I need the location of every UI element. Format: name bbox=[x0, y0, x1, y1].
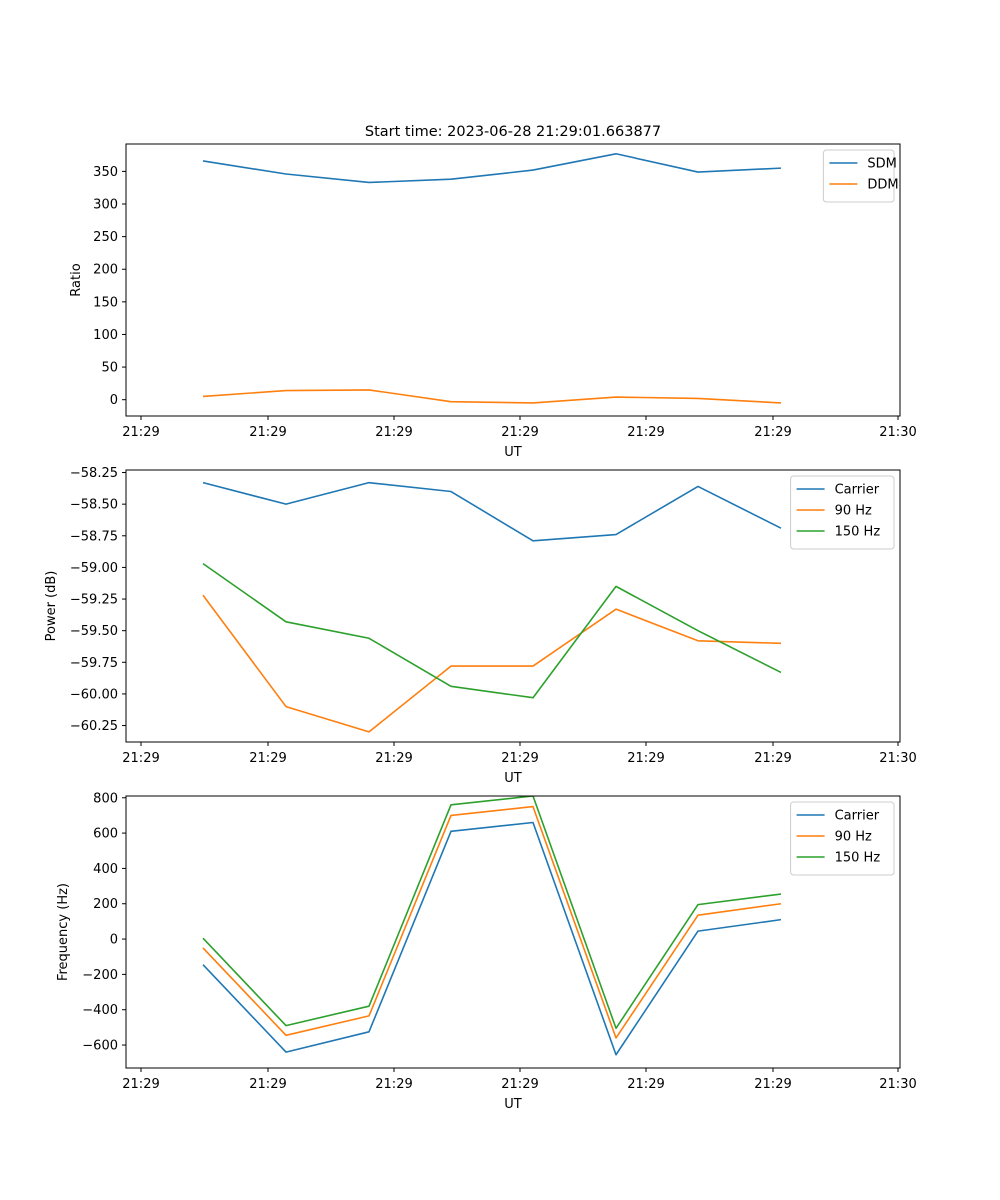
x-tick-label: 21:29 bbox=[122, 1077, 159, 1092]
y-tick-label: 600 bbox=[93, 827, 118, 842]
series-line-carrier bbox=[202, 481, 782, 542]
axes-frame bbox=[125, 469, 901, 743]
x-tick-label: 21:29 bbox=[627, 425, 664, 440]
x-tick-label: 21:29 bbox=[375, 751, 412, 766]
x-axis-label: UT bbox=[504, 771, 522, 786]
x-tick-label: 21:29 bbox=[754, 1077, 791, 1092]
legend-label: DDM bbox=[867, 178, 898, 193]
y-tick-label: 200 bbox=[93, 897, 118, 912]
series-line-carrier bbox=[202, 821, 782, 1056]
x-tick-label: 21:30 bbox=[879, 425, 916, 440]
y-tick-label: 250 bbox=[93, 230, 118, 245]
legend-label: 90 Hz bbox=[835, 830, 872, 845]
x-tick-label: 21:29 bbox=[754, 425, 791, 440]
x-tick-label: 21:30 bbox=[879, 1077, 916, 1092]
x-tick-label: 21:29 bbox=[501, 425, 538, 440]
x-tick-label: 21:29 bbox=[375, 425, 412, 440]
y-tick-label: −59.75 bbox=[70, 656, 118, 671]
legend-label: Carrier bbox=[835, 809, 880, 824]
legend-label: Carrier bbox=[835, 483, 880, 498]
x-tick-label: 21:29 bbox=[627, 751, 664, 766]
axes-panel-2: 21:29 21:29 21:29 21:29 21:29 21:29 21:30 −60.2… bbox=[44, 466, 917, 786]
x-tick-label: 21:29 bbox=[122, 425, 159, 440]
y-tick-label: 300 bbox=[93, 198, 118, 213]
series-line-150-hz bbox=[202, 562, 782, 699]
y-tick-label: −59.00 bbox=[70, 561, 118, 576]
y-tick-label: 50 bbox=[101, 361, 118, 376]
x-tick-label: 21:29 bbox=[249, 1077, 286, 1092]
axes-frame bbox=[125, 795, 901, 1069]
y-tick-label: 800 bbox=[93, 791, 118, 806]
x-axis-label: UT bbox=[504, 445, 522, 460]
y-tick-label: −400 bbox=[82, 1003, 118, 1018]
y-tick-label: −58.50 bbox=[70, 498, 118, 513]
legend-label: 150 Hz bbox=[835, 525, 881, 540]
axes-panel-3: 21:29 21:29 21:29 21:29 21:29 21:29 21:30 −600 −… bbox=[56, 791, 917, 1112]
y-tick-label: −60.25 bbox=[70, 719, 118, 734]
figure-title: Start time: 2023-06-28 21:29:01.663877 bbox=[365, 124, 661, 140]
y-axis-label: Power (dB) bbox=[44, 571, 59, 642]
y-tick-label: 0 bbox=[110, 933, 118, 948]
y-tick-label: 100 bbox=[93, 328, 118, 343]
legend: SDM DDM bbox=[822, 149, 899, 203]
series-line-90-hz bbox=[202, 594, 782, 733]
series-line-sdm bbox=[202, 152, 782, 184]
x-tick-label: 21:29 bbox=[122, 751, 159, 766]
legend: Carrier 90 Hz 150 Hz bbox=[790, 475, 895, 550]
y-tick-label: 350 bbox=[93, 165, 118, 180]
x-tick-label: 21:29 bbox=[501, 1077, 538, 1092]
x-tick-label: 21:29 bbox=[627, 1077, 664, 1092]
legend-label: 90 Hz bbox=[835, 504, 872, 519]
y-axis-label: Ratio bbox=[69, 263, 84, 296]
y-tick-label: −60.00 bbox=[70, 687, 118, 702]
y-tick-label: −200 bbox=[82, 968, 118, 983]
y-tick-label: −59.25 bbox=[70, 593, 118, 608]
y-tick-label: 0 bbox=[110, 393, 118, 408]
y-tick-label: −600 bbox=[82, 1039, 118, 1054]
y-tick-label: −59.50 bbox=[70, 624, 118, 639]
y-axis-label: Frequency (Hz) bbox=[56, 883, 71, 981]
series-line-ddm bbox=[202, 389, 782, 404]
legend-label: 150 Hz bbox=[835, 851, 881, 866]
axes-panel-1: 21:29 21:29 21:29 21:29 21:29 21:29 21:30 0 50 10… bbox=[69, 143, 917, 460]
y-tick-label: 400 bbox=[93, 862, 118, 877]
series-line-90-hz bbox=[202, 805, 782, 1039]
x-axis-label: UT bbox=[504, 1097, 522, 1112]
x-tick-label: 21:29 bbox=[501, 751, 538, 766]
axes-frame bbox=[125, 143, 901, 417]
x-tick-label: 21:29 bbox=[754, 751, 791, 766]
x-tick-label: 21:29 bbox=[249, 751, 286, 766]
y-tick-label: 150 bbox=[93, 295, 118, 310]
axes-container: 21:29 21:29 21:29 21:29 21:29 21:29 21:30 0 50 10… bbox=[44, 143, 917, 1112]
x-tick-label: 21:29 bbox=[375, 1077, 412, 1092]
legend: Carrier 90 Hz 150 Hz bbox=[790, 801, 895, 876]
y-tick-label: −58.75 bbox=[70, 529, 118, 544]
series-line-150-hz bbox=[202, 796, 782, 1030]
x-tick-label: 21:29 bbox=[249, 425, 286, 440]
y-tick-label: −58.25 bbox=[70, 466, 118, 481]
x-tick-label: 21:30 bbox=[879, 751, 916, 766]
y-tick-label: 200 bbox=[93, 263, 118, 278]
legend-label: SDM bbox=[867, 157, 896, 172]
